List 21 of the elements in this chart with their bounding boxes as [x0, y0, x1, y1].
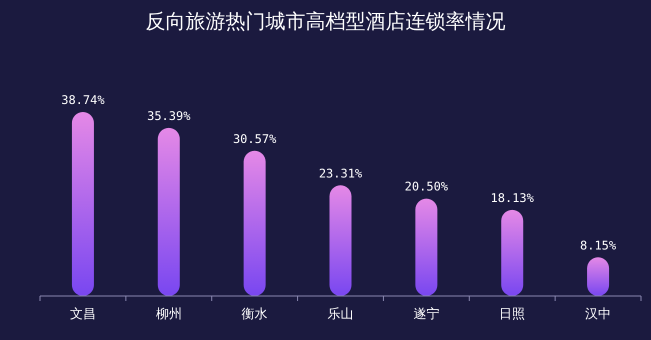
x-tick-label: 汉中	[585, 307, 612, 322]
x-tick-label: 文昌	[70, 307, 96, 322]
bar	[158, 128, 180, 296]
data-label: 18.13%	[490, 190, 535, 205]
bar	[501, 210, 524, 296]
data-label: 20.50%	[404, 180, 449, 194]
bar	[72, 112, 94, 296]
data-label: 8.15%	[580, 238, 617, 252]
data-label: 23.31%	[318, 166, 363, 180]
data-label: 30.57%	[232, 132, 278, 146]
bar	[415, 198, 438, 296]
chart-title: 反向旅游热门城市高档型酒店连锁率情况	[146, 9, 506, 33]
x-tick-label: 日照	[499, 307, 526, 322]
x-tick-label: 柳州	[156, 307, 182, 322]
data-label: 35.39%	[147, 108, 192, 123]
bar	[330, 185, 352, 296]
data-label: 38.74%	[61, 93, 106, 107]
x-tick-label: 遂宁	[413, 306, 440, 322]
x-tick-label: 乐山	[328, 307, 354, 322]
bar	[244, 150, 266, 296]
x-tick-label: 衡水	[242, 307, 268, 322]
